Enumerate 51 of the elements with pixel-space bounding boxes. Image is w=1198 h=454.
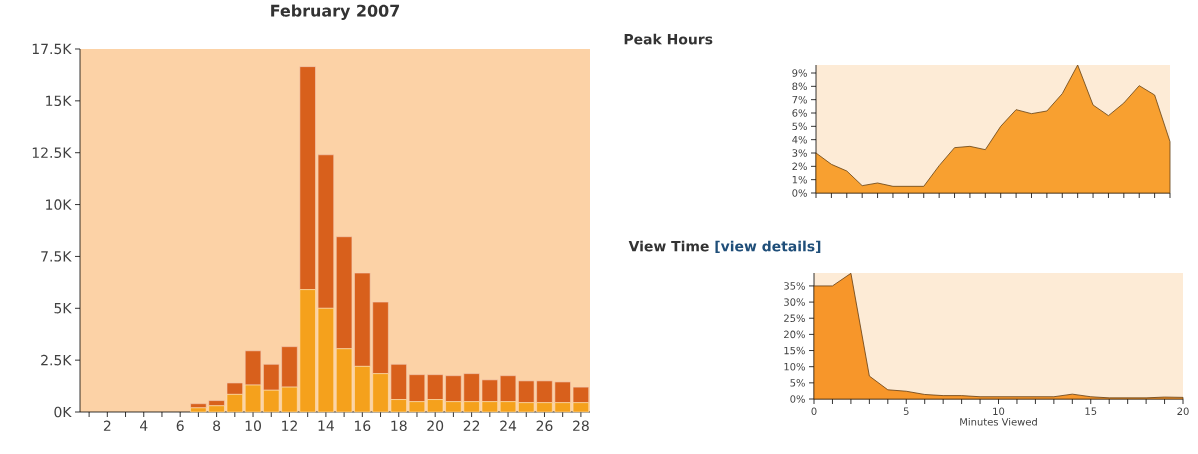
y-tick-label: 15% — [784, 346, 805, 355]
y-tick-label: 2.5K — [41, 354, 72, 366]
x-axis-title: Minutes Viewed — [960, 417, 1037, 426]
x-tick-label: 5 — [903, 407, 909, 415]
y-tick-label: 25% — [784, 314, 805, 322]
x-tick-label: 10 — [245, 420, 261, 432]
chart-subtitle: [view details] — [715, 240, 821, 254]
y-tick-label: 20% — [784, 330, 805, 339]
y-tick-label: 10K — [46, 199, 72, 210]
y-tick-label: 1% — [792, 175, 807, 184]
x-tick-label: 26 — [536, 420, 553, 432]
x-tick-label: 24 — [500, 420, 517, 431]
y-tick-label: 35% — [784, 282, 805, 290]
y-tick-label: 30% — [784, 298, 805, 306]
bar — [226, 382, 243, 395]
y-tick-label: 7.5K — [41, 251, 72, 262]
y-tick-label: 17.5K — [32, 43, 72, 55]
y-tick-label: 2% — [792, 162, 807, 171]
x-tick-label: 12 — [282, 420, 297, 431]
x-tick-label: 20 — [427, 420, 444, 432]
y-tick-label: 5K — [54, 303, 72, 314]
y-tick-label: 9% — [792, 69, 807, 77]
x-tick-label: 0 — [811, 407, 817, 416]
x-tick-label: 4 — [140, 420, 148, 431]
y-tick-label: 6% — [792, 109, 807, 117]
x-tick-label: 2 — [103, 420, 111, 431]
y-tick-label: 10% — [784, 362, 805, 371]
y-tick-label: 0% — [792, 189, 807, 197]
y-tick-label: 5% — [790, 379, 805, 387]
x-tick-label: 8 — [213, 420, 221, 432]
y-tick-label: 0K — [54, 406, 72, 418]
x-tick-label: 6 — [176, 420, 184, 432]
x-tick-label: 14 — [318, 420, 334, 431]
y-tick-label: 12.5K — [32, 147, 72, 158]
x-tick-label: 15 — [1085, 407, 1097, 415]
y-tick-label: 5% — [792, 122, 807, 131]
x-tick-label: 22 — [463, 420, 480, 431]
x-tick-label: 16 — [354, 420, 371, 432]
y-tick-label: 4% — [792, 135, 807, 144]
x-tick-label: 28 — [573, 420, 589, 432]
x-tick-label: 18 — [391, 420, 407, 432]
x-tick-label: 10 — [993, 407, 1005, 416]
x-tick-label: 20 — [1177, 407, 1189, 416]
y-tick-label: 15K — [46, 95, 72, 107]
y-tick-label: 0% — [790, 395, 805, 403]
y-tick-label: 7% — [792, 95, 807, 104]
y-tick-label: 8% — [792, 82, 807, 91]
text: Peak Hours — [624, 33, 713, 45]
y-tick-label: 3% — [792, 149, 807, 157]
chart-title: February 2007 — [271, 4, 400, 20]
text: View Time — [628, 240, 709, 252]
